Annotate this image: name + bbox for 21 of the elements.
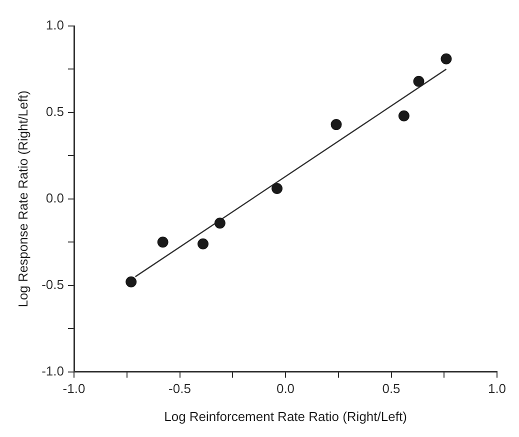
x-tick-label: -0.5 — [168, 381, 191, 396]
point — [198, 238, 209, 250]
x-tick-label: 0.0 — [276, 381, 295, 396]
y-tick-label: 0.0 — [46, 190, 64, 206]
x-tick-label: -1.0 — [62, 381, 86, 396]
y-tick-label: -1.0 — [42, 363, 64, 378]
point — [157, 236, 168, 248]
y-tick-label: 1.0 — [46, 18, 64, 33]
y-tick-label: -0.5 — [42, 276, 64, 292]
y-axis-title: Log Response Rate Ratio (Right/Left) — [15, 90, 30, 308]
point — [398, 110, 410, 122]
point — [440, 53, 452, 64]
point — [214, 218, 226, 229]
x-axis-title: Log Reinforcement Rate Ratio (Right/Left) — [164, 408, 407, 424]
point — [272, 183, 283, 194]
y-tick-label: 0.5 — [46, 104, 64, 120]
point — [330, 119, 342, 130]
point — [126, 276, 137, 288]
point — [413, 76, 424, 87]
x-tick-label: 0.5 — [382, 381, 400, 396]
x-tick-label: 1.0 — [488, 381, 506, 396]
